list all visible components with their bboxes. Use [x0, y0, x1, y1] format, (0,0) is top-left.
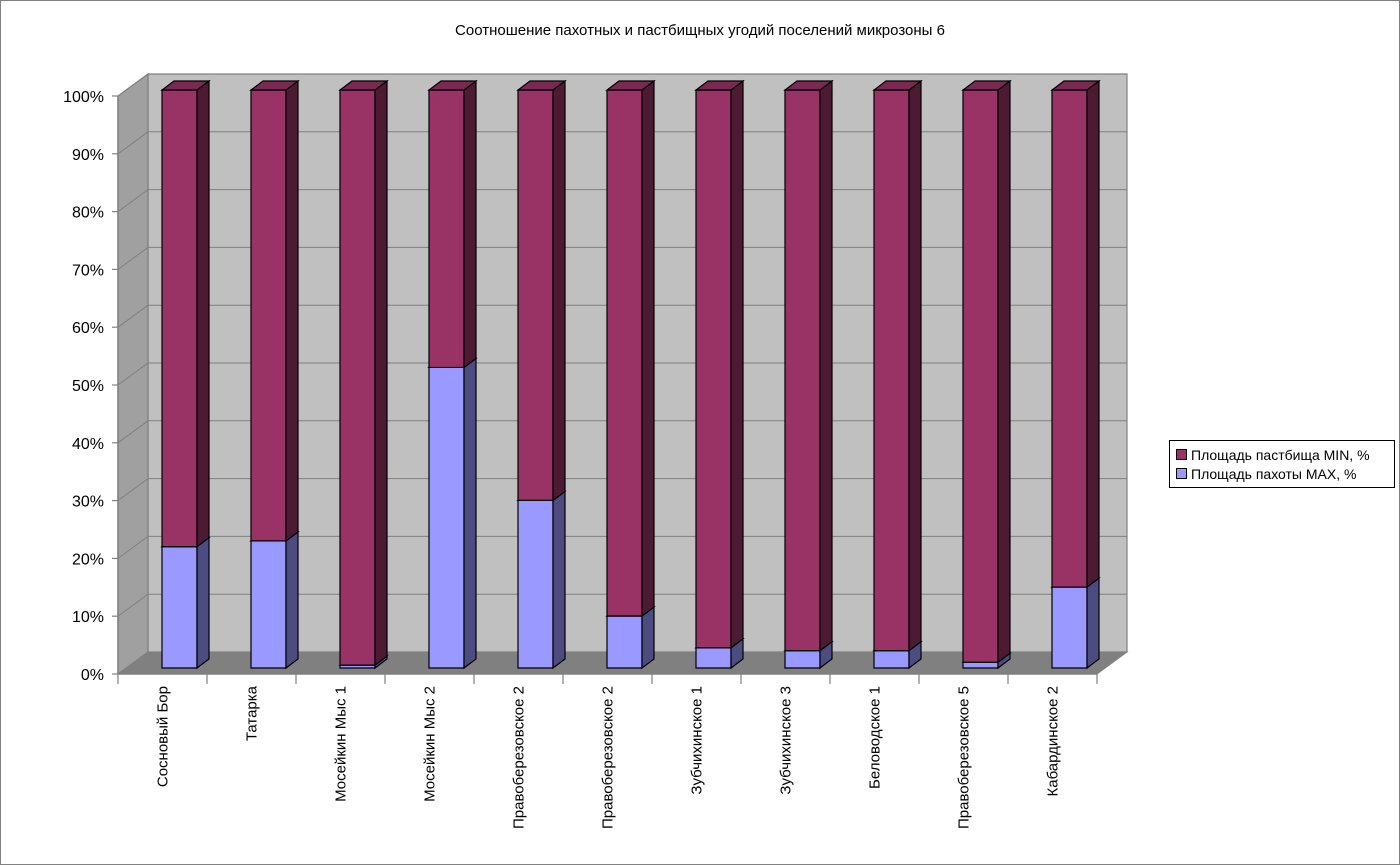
x-tick-label: Зубчихинское 3	[778, 686, 795, 795]
bar-side	[908, 79, 922, 652]
bar	[873, 650, 910, 669]
bar-side	[196, 79, 210, 548]
bar-side	[285, 530, 299, 670]
bar	[784, 89, 821, 652]
legend-swatch-arable	[1176, 468, 1187, 479]
bar-side	[463, 357, 477, 670]
y-tick-label: 10%	[72, 609, 104, 626]
legend-label-arable: Площадь пахоты MAX, %	[1191, 465, 1357, 482]
x-tick-label: Сосновый Бор	[155, 686, 172, 787]
y-tick-label: 50%	[72, 378, 104, 395]
bar	[517, 499, 554, 669]
bar	[428, 366, 465, 669]
bar-side	[730, 79, 744, 649]
bar	[161, 89, 198, 548]
bar-side	[552, 79, 566, 502]
bar-side	[552, 490, 566, 670]
y-tick-label: 90%	[72, 147, 104, 164]
bar-top	[872, 80, 923, 91]
bar-top	[605, 80, 656, 91]
x-tick-label: Кабардинское 2	[1045, 686, 1062, 797]
x-tick-label: Мосейкин Мыс 2	[422, 686, 439, 802]
x-tick-label: Татарка	[244, 685, 261, 741]
gridline	[117, 73, 1127, 97]
bar	[606, 615, 643, 669]
x-tick-label: Мосейкин Мыс 1	[333, 686, 350, 802]
x-tick-label: Беловодское 1	[867, 686, 884, 789]
bar-side	[997, 79, 1011, 664]
bar	[517, 89, 554, 501]
bar-top	[516, 80, 567, 91]
bar-top	[1050, 80, 1101, 91]
legend: Площадь пастбища MIN, % Площадь пахоты M…	[1169, 440, 1395, 488]
bar-side	[196, 536, 210, 670]
y-tick-label: 40%	[72, 436, 104, 453]
y-tick-label: 0%	[81, 667, 104, 684]
bar-top	[961, 80, 1012, 91]
bar	[962, 89, 999, 663]
bar	[250, 540, 287, 669]
x-tick-label: Правоберезовское 5	[956, 686, 973, 829]
legend-item-arable: Площадь пахоты MAX, %	[1176, 464, 1394, 483]
bar-side	[1086, 576, 1100, 670]
bar	[161, 546, 198, 669]
bar-top	[427, 80, 478, 91]
bar-top	[160, 80, 211, 91]
legend-item-pasture: Площадь пастбища MIN, %	[1176, 445, 1394, 464]
bar	[339, 89, 376, 666]
bar-top	[783, 80, 834, 91]
bar	[250, 89, 287, 542]
bar	[695, 647, 732, 669]
y-tick-label: 100%	[63, 89, 104, 106]
x-tick-label: Зубчихинское 1	[689, 686, 706, 795]
bar	[962, 661, 999, 669]
bar	[784, 650, 821, 669]
bar	[1051, 89, 1088, 588]
y-tick-label: 80%	[72, 205, 104, 222]
bar	[1051, 586, 1088, 669]
legend-swatch-pasture	[1176, 449, 1187, 460]
bar-side	[819, 79, 833, 652]
bar-side	[641, 605, 655, 670]
y-tick-label: 70%	[72, 262, 104, 279]
bar	[606, 89, 643, 617]
bar	[695, 89, 732, 649]
bar-side	[374, 79, 388, 667]
bar	[428, 89, 465, 369]
bar-side	[463, 79, 477, 369]
chart-title: Соотношение пахотных и пастбищных угодий…	[455, 22, 945, 39]
bar-side	[285, 79, 299, 543]
y-tick-label: 30%	[72, 494, 104, 511]
y-tick-label: 20%	[72, 551, 104, 568]
bar-side	[1086, 79, 1100, 589]
bar-side	[641, 79, 655, 618]
x-tick-label: Правоберезовское 2	[511, 686, 528, 829]
legend-label-pasture: Площадь пастбища MIN, %	[1191, 446, 1370, 463]
bar	[873, 89, 910, 652]
y-tick-label: 60%	[72, 320, 104, 337]
x-tick-label: Правоберезовское 2	[600, 686, 617, 829]
bar-top	[694, 80, 745, 91]
bar-top	[249, 80, 300, 91]
bar-top	[338, 80, 389, 91]
